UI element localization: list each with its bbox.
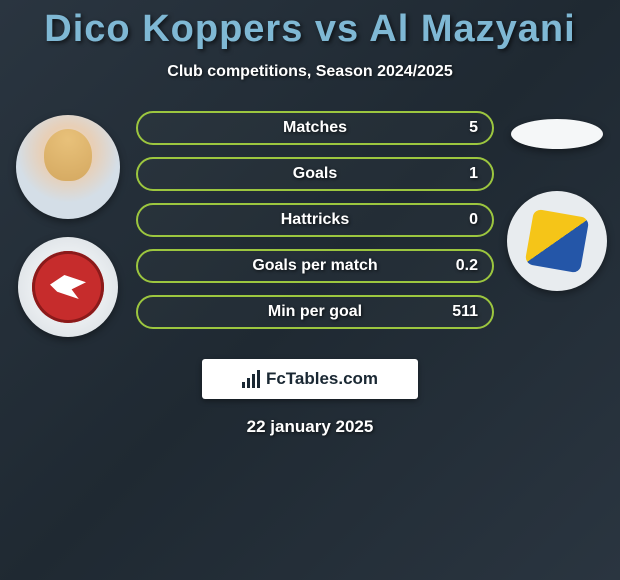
player2-avatar-placeholder: [511, 119, 603, 149]
player1-team-badge: [18, 237, 118, 337]
stat-row-goals: Goals 1: [136, 157, 494, 191]
stat-label: Goals per match: [252, 257, 377, 275]
stat-value: 511: [452, 303, 478, 321]
almere-bird-icon: [50, 275, 86, 299]
stat-row-goals-per-match: Goals per match 0.2: [136, 249, 494, 283]
stat-row-min-per-goal: Min per goal 511: [136, 295, 494, 329]
stat-label: Hattricks: [281, 211, 349, 229]
subtitle: Club competitions, Season 2024/2025: [0, 63, 620, 81]
date-label: 22 january 2025: [0, 417, 620, 437]
player2-team-badge: [507, 191, 607, 291]
stat-label: Min per goal: [268, 303, 362, 321]
player1-avatar: [16, 115, 120, 219]
stat-value: 0.2: [456, 257, 478, 275]
page-title: Dico Koppers vs Al Mazyani: [0, 8, 620, 51]
branding-text: FcTables.com: [266, 369, 378, 389]
stat-value: 0: [469, 211, 478, 229]
branding-badge: FcTables.com: [202, 359, 418, 399]
main-row: Matches 5 Goals 1 Hattricks 0 Goals per …: [0, 111, 620, 337]
bars-icon: [242, 370, 260, 388]
stat-label: Goals: [293, 165, 337, 183]
right-column: [502, 111, 612, 291]
stat-value: 5: [469, 119, 478, 137]
stat-label: Matches: [283, 119, 347, 137]
stat-row-hattricks: Hattricks 0: [136, 203, 494, 237]
stat-row-matches: Matches 5: [136, 111, 494, 145]
stats-list: Matches 5 Goals 1 Hattricks 0 Goals per …: [128, 111, 502, 329]
left-column: [8, 111, 128, 337]
comparison-card: Dico Koppers vs Al Mazyani Club competit…: [0, 0, 620, 437]
stat-value: 1: [469, 165, 478, 183]
